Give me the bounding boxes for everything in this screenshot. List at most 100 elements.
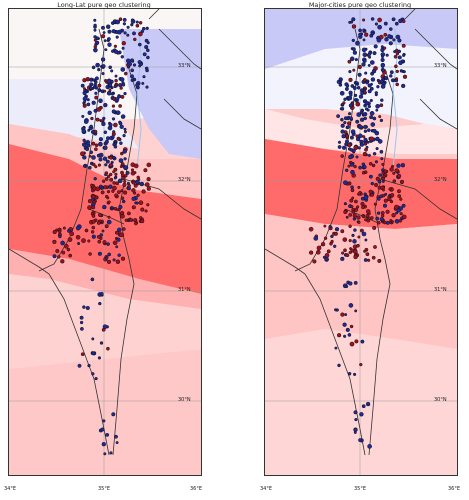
- city-point: [363, 137, 368, 142]
- city-point: [369, 98, 373, 103]
- city-point: [94, 143, 99, 148]
- city-point: [106, 346, 110, 351]
- city-point: [91, 337, 95, 341]
- city-point: [391, 213, 396, 218]
- city-point: [359, 362, 363, 367]
- city-point: [345, 134, 349, 138]
- city-point: [354, 339, 359, 344]
- city-point: [123, 165, 129, 170]
- city-point: [358, 165, 362, 170]
- region-white-arc-r: [265, 44, 457, 129]
- city-point: [98, 98, 103, 104]
- city-point: [110, 69, 114, 73]
- map-title-left: Long-Lat pure geo clustering: [57, 1, 151, 9]
- city-point: [106, 174, 111, 179]
- city-point: [394, 21, 399, 26]
- city-point: [81, 114, 85, 118]
- city-point: [334, 346, 338, 350]
- city-point: [364, 218, 368, 222]
- city-point: [365, 401, 371, 407]
- city-point: [80, 151, 85, 156]
- lat-label-30-left: 30°N: [178, 397, 191, 403]
- city-point: [359, 228, 364, 233]
- city-point: [357, 185, 361, 189]
- city-point: [400, 59, 405, 64]
- city-point: [312, 259, 317, 264]
- city-point: [372, 116, 377, 121]
- city-point: [134, 221, 138, 226]
- city-point: [109, 451, 113, 455]
- city-point: [117, 178, 123, 184]
- city-point: [130, 23, 134, 27]
- city-point: [394, 204, 399, 210]
- map-left-canvas: [9, 9, 201, 475]
- city-point: [377, 17, 382, 23]
- city-point: [136, 193, 140, 197]
- city-point: [336, 114, 340, 118]
- city-point: [348, 238, 352, 243]
- city-point: [89, 124, 93, 128]
- city-point: [135, 82, 140, 88]
- city-point: [144, 182, 150, 187]
- city-point: [137, 42, 142, 47]
- city-point: [337, 140, 342, 144]
- city-point: [67, 237, 73, 242]
- city-point: [87, 199, 92, 204]
- city-point: [397, 173, 402, 179]
- city-point: [379, 149, 384, 154]
- city-point: [112, 155, 116, 159]
- city-point: [130, 19, 136, 24]
- city-point: [375, 103, 380, 109]
- city-point: [345, 253, 350, 258]
- city-point: [367, 444, 372, 449]
- city-point: [374, 182, 379, 188]
- city-point: [123, 31, 127, 35]
- city-point: [342, 322, 347, 327]
- city-point: [349, 341, 355, 347]
- city-point: [350, 205, 354, 209]
- city-point: [93, 28, 97, 32]
- city-point: [352, 239, 357, 244]
- city-point: [100, 190, 105, 195]
- city-point: [138, 200, 144, 206]
- city-point: [100, 34, 106, 39]
- city-point: [96, 107, 102, 112]
- city-point: [124, 174, 128, 178]
- city-point: [91, 141, 96, 146]
- map-left[interactable]: [8, 8, 202, 476]
- city-point: [94, 95, 99, 100]
- city-point: [88, 252, 92, 256]
- city-point: [52, 254, 57, 259]
- city-point: [94, 86, 99, 90]
- city-point: [98, 213, 102, 217]
- city-point: [146, 186, 151, 191]
- city-point: [91, 351, 96, 356]
- city-point: [340, 154, 344, 158]
- city-point: [93, 47, 98, 53]
- city-point: [356, 243, 360, 248]
- lat-label-30-right: 30°N: [434, 397, 447, 403]
- city-point: [383, 198, 388, 203]
- city-point: [114, 172, 118, 176]
- city-point: [126, 211, 131, 216]
- city-point: [385, 220, 390, 225]
- city-point: [359, 192, 363, 196]
- city-point: [345, 327, 350, 332]
- map-right[interactable]: [264, 8, 458, 476]
- city-point: [353, 280, 358, 285]
- city-point: [146, 177, 151, 182]
- city-point: [144, 209, 148, 213]
- city-point: [402, 70, 406, 74]
- city-point: [400, 163, 406, 168]
- city-point: [348, 77, 353, 83]
- city-point: [132, 31, 136, 36]
- city-point: [349, 56, 355, 62]
- city-point: [115, 441, 119, 445]
- region-mid-red-r: [265, 214, 457, 349]
- city-point: [135, 201, 139, 205]
- city-point: [91, 162, 96, 167]
- city-point: [115, 110, 121, 116]
- lat-label-31-left: 31°N: [178, 287, 191, 293]
- city-point: [123, 127, 127, 131]
- city-point: [389, 199, 394, 204]
